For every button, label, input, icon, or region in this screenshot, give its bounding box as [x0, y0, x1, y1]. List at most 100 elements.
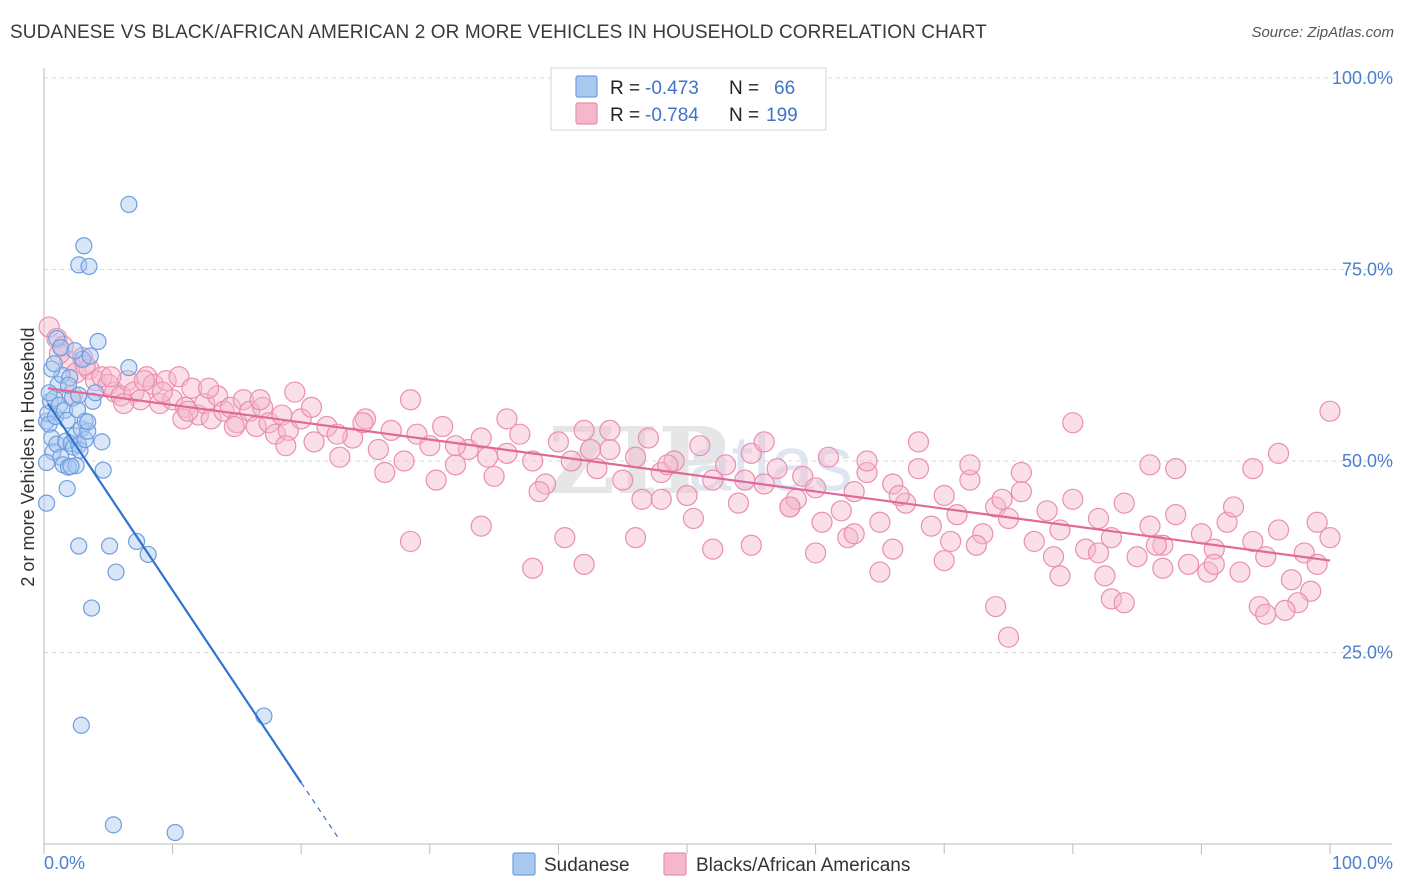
point-black [200, 408, 222, 430]
point-sudanese [37, 453, 56, 472]
series-legend: Sudanese Blacks/African Americans [512, 852, 910, 876]
point-black [869, 511, 891, 533]
point-sudanese [70, 537, 88, 555]
point-black [869, 561, 891, 583]
series-sudanese-points [37, 195, 273, 842]
point-black [650, 488, 672, 510]
point-black [612, 469, 634, 491]
legend-r-value-black: -0.784 [645, 105, 699, 126]
point-black [1126, 546, 1148, 568]
point-black [181, 377, 203, 399]
point-black [997, 626, 1020, 648]
point-sudanese [100, 537, 119, 555]
point-sudanese [70, 386, 88, 404]
point-black [1255, 603, 1277, 625]
point-black [830, 500, 852, 522]
point-black [1010, 481, 1032, 503]
point-black [1139, 515, 1161, 537]
point-sudanese [75, 237, 93, 255]
series-legend-label-black: Blacks/African Americans [696, 855, 910, 876]
point-sudanese [66, 342, 84, 360]
point-black [1062, 412, 1084, 434]
point-black [522, 557, 544, 579]
point-black [326, 423, 348, 445]
point-sudanese [48, 435, 66, 453]
point-black [522, 450, 544, 472]
point-black [352, 412, 374, 434]
point-black [624, 446, 647, 468]
trend-lines [46, 387, 1331, 841]
point-black [714, 454, 737, 476]
point-black [177, 400, 199, 422]
point-black [300, 396, 323, 418]
point-sudanese [81, 347, 99, 365]
point-black [1306, 511, 1328, 533]
y-tick-label: 100.0% [1332, 68, 1393, 88]
point-black [599, 419, 621, 441]
point-black [560, 450, 582, 472]
point-black [1242, 458, 1264, 480]
point-black [1165, 458, 1187, 480]
legend-r-value-sudanese: -0.473 [645, 78, 699, 99]
point-black [727, 492, 750, 514]
point-black [48, 343, 71, 365]
point-black [1274, 599, 1296, 621]
point-black [133, 369, 155, 392]
point-black [766, 458, 788, 480]
point-black [1222, 496, 1245, 518]
point-black [1113, 592, 1135, 614]
point-sudanese [80, 257, 98, 276]
point-sudanese [127, 532, 146, 551]
y-tick-label: 50.0% [1342, 451, 1393, 471]
point-sudanese [120, 358, 138, 377]
point-black [779, 496, 801, 518]
point-black [1203, 553, 1225, 576]
point-sudanese [104, 816, 123, 834]
point-sudanese [79, 422, 97, 440]
point-black [907, 431, 930, 453]
point-black [920, 515, 942, 537]
legend-swatch-sudanese [575, 75, 598, 98]
x-tick-labels: 0.0% 100.0% [44, 853, 1393, 873]
point-sudanese [55, 401, 74, 420]
trend-line-sudanese [46, 402, 303, 784]
point-black [393, 450, 415, 472]
point-black [1267, 519, 1290, 541]
point-black [1087, 507, 1110, 530]
legend-swatch-black [575, 102, 598, 125]
point-sudanese [72, 716, 90, 734]
point-black [965, 534, 987, 556]
point-sudanese [45, 355, 63, 373]
point-black [817, 446, 840, 468]
y-axis-title: 2 or more Vehicles in Household [18, 327, 38, 586]
point-sudanese [107, 563, 125, 581]
legend-n-label-sudanese: N = [729, 78, 759, 99]
y-tick-labels: 25.0% 50.0% 75.0% 100.0% [1332, 68, 1393, 663]
point-black [573, 553, 595, 576]
point-black [972, 523, 994, 545]
point-black [470, 427, 492, 449]
series-legend-swatch-sudanese [512, 852, 536, 876]
point-sudanese [93, 433, 111, 451]
point-black [933, 549, 955, 572]
point-black [579, 438, 602, 461]
point-black [959, 469, 981, 491]
point-black [223, 415, 245, 438]
point-sudanese [94, 461, 112, 479]
trend-line-sudanese-extension [300, 782, 341, 841]
point-black [399, 530, 422, 553]
point-black [275, 435, 297, 457]
point-black [198, 377, 220, 399]
point-black [354, 408, 377, 430]
trend-line-black [47, 387, 1331, 562]
legend-r-label-sudanese: R = [610, 78, 640, 99]
legend-r-label-black: R = [610, 105, 640, 126]
point-black [804, 542, 827, 564]
point-black [843, 523, 865, 545]
point-black [856, 450, 878, 472]
point-sudanese [255, 707, 273, 725]
point-sudanese [79, 413, 97, 431]
point-sudanese [40, 384, 58, 402]
point-black [1042, 546, 1065, 568]
